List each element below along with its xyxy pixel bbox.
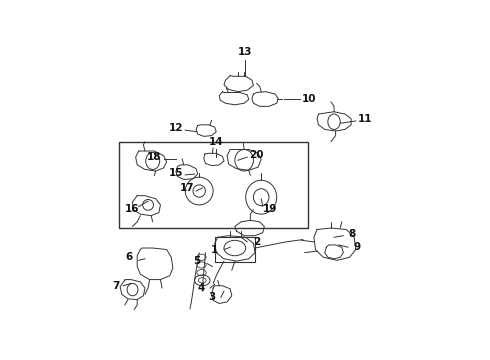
Text: 8: 8 xyxy=(348,229,356,239)
Text: 11: 11 xyxy=(358,114,372,123)
Text: 16: 16 xyxy=(125,204,140,214)
Text: 15: 15 xyxy=(169,167,183,177)
Text: 10: 10 xyxy=(302,94,317,104)
Text: 19: 19 xyxy=(263,204,278,214)
Text: 1: 1 xyxy=(211,244,219,255)
Text: 7: 7 xyxy=(112,281,119,291)
Bar xyxy=(120,142,308,228)
Text: 12: 12 xyxy=(169,123,183,133)
Text: 14: 14 xyxy=(209,137,223,147)
Bar xyxy=(215,237,255,262)
Text: 13: 13 xyxy=(238,48,252,58)
Text: 5: 5 xyxy=(193,256,200,266)
Text: 2: 2 xyxy=(253,237,260,247)
Text: 18: 18 xyxy=(147,152,162,162)
Text: 17: 17 xyxy=(179,183,194,193)
Text: 9: 9 xyxy=(354,242,361,252)
Text: 6: 6 xyxy=(126,252,133,262)
Text: 20: 20 xyxy=(249,150,264,160)
Text: 4: 4 xyxy=(197,283,204,293)
Text: 3: 3 xyxy=(209,292,216,302)
